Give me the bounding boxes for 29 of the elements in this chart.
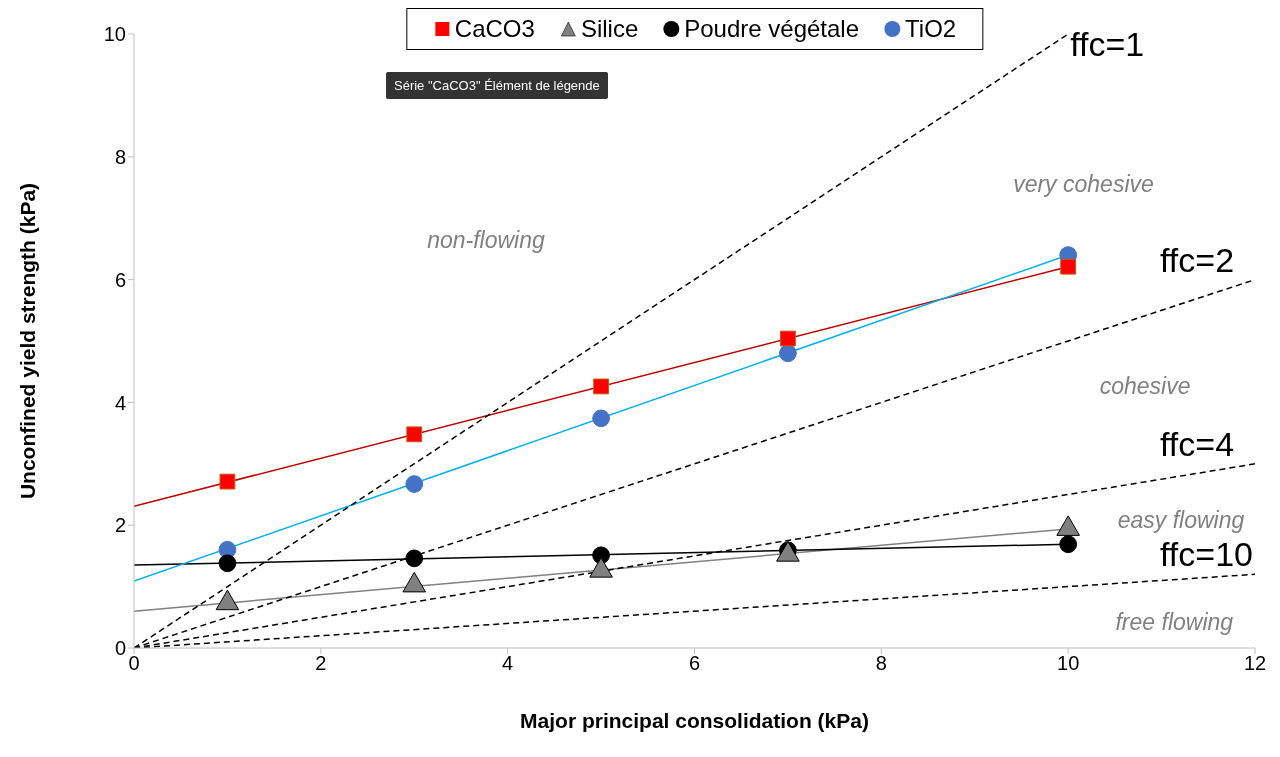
y-tick-label: 4 <box>114 391 126 414</box>
annotation: free flowing <box>1115 609 1234 636</box>
legend-label: CaCO3 <box>454 15 535 43</box>
y-tick-label: 6 <box>114 268 126 291</box>
y-tick-label: 8 <box>114 145 126 168</box>
y-tick-label: 2 <box>114 514 126 537</box>
x-tick-label: 2 <box>315 652 327 675</box>
x-tick-label: 12 <box>1243 652 1267 675</box>
x-axis-title: Major principal consolidation (kPa) <box>520 709 869 732</box>
x-tick-label: 10 <box>1057 652 1080 675</box>
legend-label: Silice <box>580 15 639 43</box>
legend-label: TiO2 <box>905 15 957 43</box>
y-tick-label: 0 <box>114 637 126 660</box>
legend-label: Poudre végétale <box>684 15 860 43</box>
annotation: Série "CaCO3" Élément de légende <box>386 72 608 99</box>
series-label: ffc=2 <box>1160 240 1235 279</box>
series-label: ffc=1 <box>1070 25 1145 63</box>
x-tick-label: 0 <box>128 652 140 675</box>
series-label: ffc=4 <box>1160 424 1235 463</box>
x-tick-label: 6 <box>688 652 701 675</box>
annotation: non-flowing <box>427 226 546 253</box>
y-tick-label: 10 <box>103 23 126 46</box>
x-tick-label: 8 <box>875 652 887 675</box>
annotation: easy flowing <box>1117 506 1245 533</box>
annotation: cohesive <box>1099 373 1191 400</box>
annotation: very cohesive <box>1013 171 1154 198</box>
y-axis-title: Unconfined yield strength (kPa) <box>16 182 40 500</box>
x-tick-label: 4 <box>502 652 514 675</box>
series-label: ffc=10 <box>1160 535 1253 574</box>
